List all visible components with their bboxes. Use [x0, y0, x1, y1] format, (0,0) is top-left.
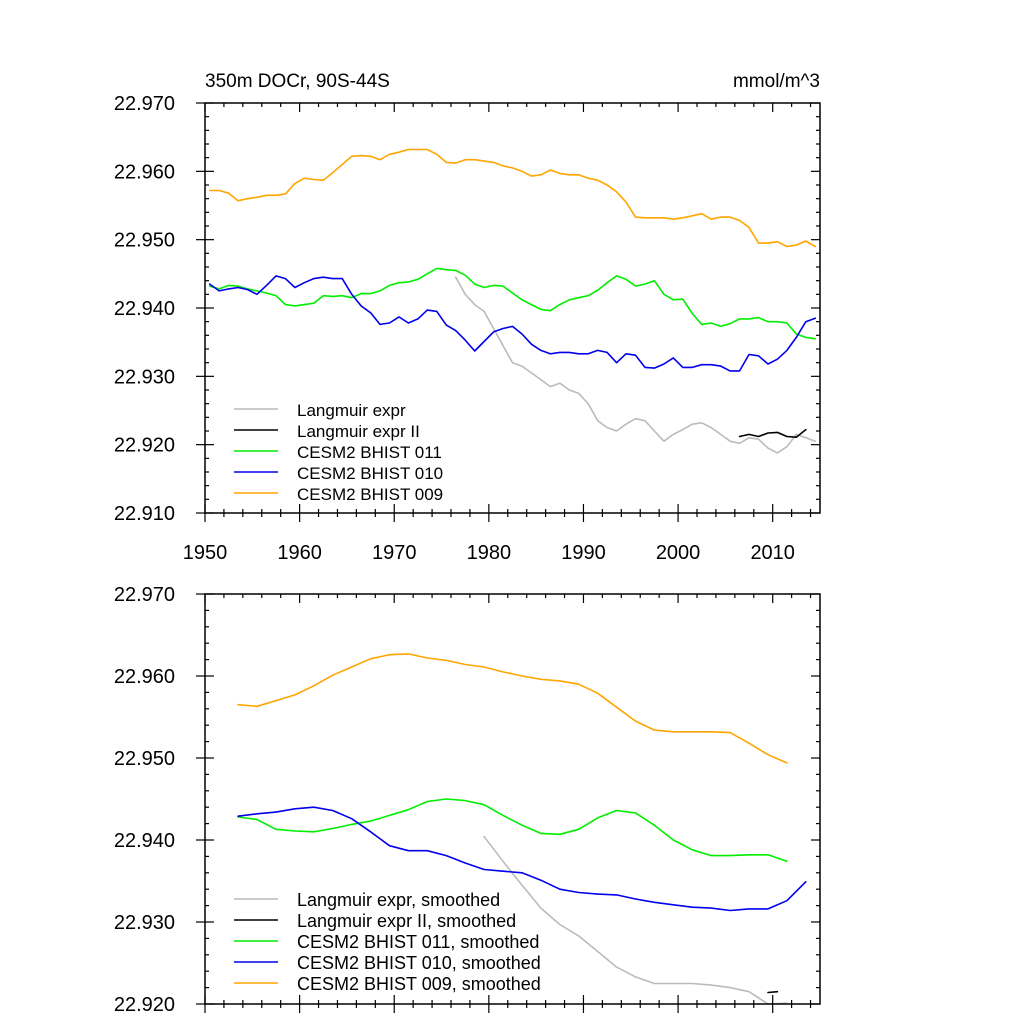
x-tick-label: 1950	[183, 542, 228, 564]
y-tick-label: 22.960	[114, 161, 175, 183]
bottom-panel-series	[237, 653, 807, 1005]
y-tick-label: 22.940	[114, 298, 175, 320]
y-tick-label: 22.950	[114, 748, 175, 770]
y-tick-label: 22.910	[114, 503, 175, 525]
bottom-panel-frame	[204, 593, 821, 1005]
y-tick-label: 22.920	[114, 994, 175, 1016]
series-line-top-0	[454, 276, 817, 454]
top-panel-series	[208, 148, 817, 454]
y-tick-label: 22.950	[114, 230, 175, 252]
legend-label: CESM2 BHIST 010, smoothed	[297, 953, 541, 973]
bottom-panel-y-tick-labels: 22.970 22.960 22.950 22.940 22.930 22.920	[114, 584, 175, 1016]
y-tick-label: 22.930	[114, 912, 175, 934]
legend-label: CESM2 BHIST 011, smoothed	[297, 932, 539, 952]
series-line-bottom-4	[237, 653, 788, 764]
series-line-top-1	[738, 428, 807, 439]
x-tick-label: 1960	[277, 542, 322, 564]
top-panel-units: mmol/m^3	[733, 71, 820, 92]
series-line-bottom-1	[767, 990, 779, 994]
series-line-top-2	[208, 267, 817, 340]
top-panel-frame	[204, 102, 821, 514]
top-panel-legend: Langmuir expr Langmuir expr II CESM2 BHIST…	[234, 401, 443, 504]
y-tick-label: 22.960	[114, 666, 175, 688]
x-tick-label: 2000	[656, 542, 701, 564]
top-panel-x-tick-labels: 1950 1960 1970 1980 1990 2000 2010	[183, 542, 795, 564]
legend-label: CESM2 BHIST 010	[297, 464, 443, 483]
x-tick-label: 1990	[561, 542, 606, 564]
top-panel-y-tick-labels: 22.970 22.960 22.950 22.940 22.930 22.920 22.9…	[114, 93, 175, 525]
legend-label: Langmuir expr, smoothed	[297, 890, 500, 910]
legend-label: Langmuir expr II	[297, 422, 420, 441]
y-tick-label: 22.930	[114, 366, 175, 388]
top-panel-title: 350m DOCr, 90S-44S	[205, 71, 390, 92]
series-line-top-3	[208, 275, 817, 372]
legend-label: Langmuir expr II, smoothed	[297, 911, 516, 931]
legend-label: CESM2 BHIST 009	[297, 485, 443, 504]
x-tick-label: 2010	[750, 542, 795, 564]
y-tick-label: 22.940	[114, 830, 175, 852]
x-tick-label: 1970	[372, 542, 417, 564]
legend-label: CESM2 BHIST 011	[297, 443, 442, 462]
series-line-bottom-0	[483, 835, 788, 1005]
series-line-top-4	[208, 148, 817, 248]
top-panel: 350m DOCr, 90S-44S mmol/m^3 22.970 22.960…	[114, 71, 821, 564]
series-line-bottom-2	[237, 798, 788, 863]
bottom-panel: 22.970 22.960 22.950 22.940 22.930 22.920 Lan…	[114, 584, 821, 1016]
legend-label: Langmuir expr	[297, 401, 406, 420]
y-tick-label: 22.970	[114, 584, 175, 606]
y-tick-label: 22.920	[114, 435, 175, 457]
x-tick-label: 1980	[467, 542, 512, 564]
series-line-bottom-3	[237, 806, 807, 912]
y-tick-label: 22.970	[114, 93, 175, 115]
legend-label: CESM2 BHIST 009, smoothed	[297, 974, 541, 994]
